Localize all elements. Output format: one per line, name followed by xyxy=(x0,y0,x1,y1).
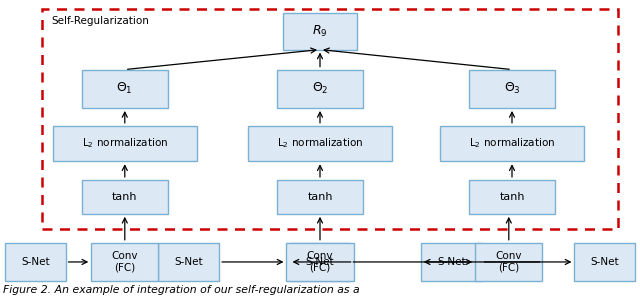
Text: S-Net: S-Net xyxy=(306,257,334,267)
FancyBboxPatch shape xyxy=(248,126,392,161)
Text: Conv
(FC): Conv (FC) xyxy=(111,251,138,273)
Bar xyxy=(42,9,618,229)
FancyBboxPatch shape xyxy=(277,70,364,108)
Text: tanh: tanh xyxy=(307,192,333,202)
FancyBboxPatch shape xyxy=(421,243,481,281)
FancyBboxPatch shape xyxy=(290,243,351,281)
Text: S-Net: S-Net xyxy=(175,257,203,267)
Text: Self-Regularization: Self-Regularization xyxy=(51,16,149,26)
Text: $\Theta_1$: $\Theta_1$ xyxy=(116,81,133,96)
FancyBboxPatch shape xyxy=(287,243,354,281)
Text: S-Net: S-Net xyxy=(21,257,49,267)
FancyBboxPatch shape xyxy=(476,243,543,281)
Text: tanh: tanh xyxy=(112,192,138,202)
Text: Conv
(FC): Conv (FC) xyxy=(495,251,522,273)
Text: S-Net: S-Net xyxy=(591,257,619,267)
Text: L$_2$ normalization: L$_2$ normalization xyxy=(469,137,555,150)
Text: L$_2$ normalization: L$_2$ normalization xyxy=(82,137,168,150)
Text: $\Theta_2$: $\Theta_2$ xyxy=(312,81,328,96)
FancyBboxPatch shape xyxy=(468,180,556,214)
FancyBboxPatch shape xyxy=(440,126,584,161)
Text: tanh: tanh xyxy=(499,192,525,202)
FancyBboxPatch shape xyxy=(277,180,364,214)
Text: $\Theta_3$: $\Theta_3$ xyxy=(504,81,520,96)
FancyBboxPatch shape xyxy=(468,70,556,108)
FancyBboxPatch shape xyxy=(82,180,168,214)
Text: Conv
(FC): Conv (FC) xyxy=(307,251,333,273)
Text: $R_9$: $R_9$ xyxy=(312,23,328,39)
FancyBboxPatch shape xyxy=(283,12,357,49)
FancyBboxPatch shape xyxy=(92,243,159,281)
FancyBboxPatch shape xyxy=(159,243,219,281)
FancyBboxPatch shape xyxy=(575,243,635,281)
Text: L$_2$ normalization: L$_2$ normalization xyxy=(277,137,363,150)
FancyBboxPatch shape xyxy=(82,70,168,108)
FancyBboxPatch shape xyxy=(53,126,197,161)
Text: Figure 2. An example of integration of our self-regularization as a: Figure 2. An example of integration of o… xyxy=(3,284,360,295)
Text: S-Net: S-Net xyxy=(437,257,465,267)
FancyBboxPatch shape xyxy=(5,243,66,281)
